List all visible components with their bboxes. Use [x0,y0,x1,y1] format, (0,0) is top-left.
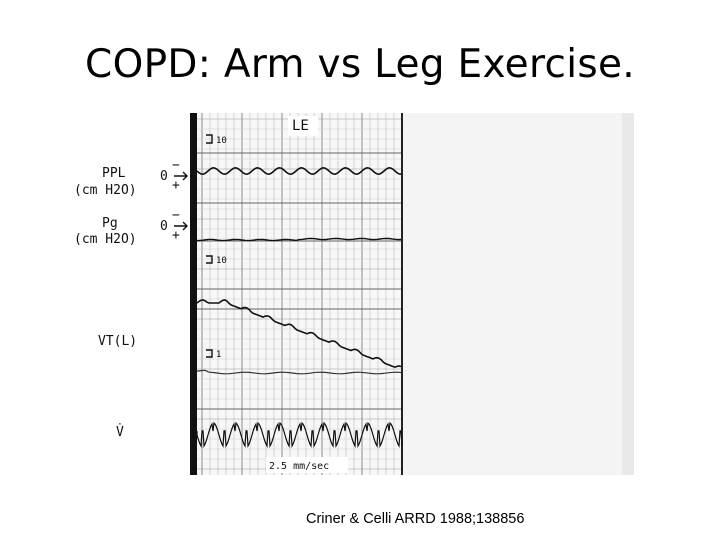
speed-label-box [266,457,348,473]
tracing-svg [66,113,634,475]
calibration-mark-pg [206,255,213,264]
pg-label: Pg [102,216,118,231]
panel-label: LE [292,118,309,134]
pg-plus-sign: + [172,228,180,243]
chart-paper [192,113,402,475]
pg-trace [196,237,402,242]
ppl-plus-sign: + [172,178,180,193]
calibration-value-ppl: 10 [216,136,227,146]
vt-trace [196,299,402,369]
speed-label: 2.5 mm/sec [269,461,330,472]
calibration-value-vt: 1 [216,350,222,360]
pg-zero-arrow-icon [174,221,188,231]
slide-title: COPD: Arm vs Leg Exercise. [85,42,635,87]
flow-label: V̇ [116,425,124,440]
paper-left-edge [190,113,197,475]
vt-baseline-trace [196,369,402,375]
panel-label-box [288,116,318,136]
pg-zero-marker: 0 [160,219,168,234]
label-area [66,113,192,475]
pg-minus-sign: − [172,208,180,223]
ppl-minus-sign: − [172,158,180,173]
pg-unit-label: (cm H2O) [74,232,137,247]
citation: Criner & Celli ARRD 1988;138856 [306,511,525,527]
calibration-value-pg: 10 [216,256,227,266]
ppl-unit-label: (cm H2O) [74,183,137,198]
calibration-mark-ppl [206,134,213,144]
flow-trace [196,421,403,448]
vt-label: VT(L) [98,334,138,349]
ppl-label: PPL [102,166,126,181]
calibration-mark-vt [206,349,213,358]
right-shadow [622,113,634,475]
ppl-zero-arrow-icon [174,171,188,181]
ppl-zero-marker: 0 [160,169,168,184]
right-margin [403,113,634,475]
ppl-trace [196,166,402,176]
tracing-figure: LE 2.5 mm/sec 10 10 1 PPL (cm H2O) − 0 +… [66,113,634,475]
